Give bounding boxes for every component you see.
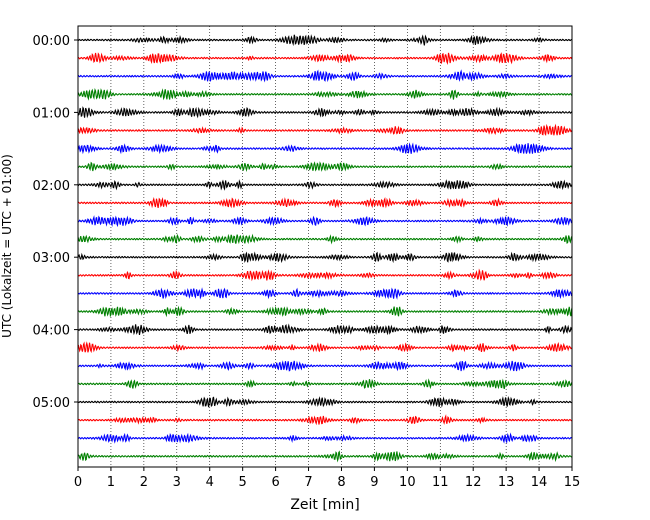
seismic-trace bbox=[77, 268, 573, 282]
x-tick-label: 11 bbox=[432, 475, 449, 490]
seismic-trace bbox=[77, 88, 573, 101]
seismic-trace bbox=[77, 52, 573, 65]
x-axis: 0 1 2 3 4 5 6 7 8 9 10 11 12 13 14 15 bbox=[74, 467, 580, 490]
seismic-trace bbox=[77, 287, 573, 300]
seismic-trace bbox=[77, 196, 573, 209]
y-tick-label: 05:00 bbox=[33, 396, 70, 411]
x-tick-label: 4 bbox=[206, 475, 214, 490]
seismic-trace bbox=[77, 233, 573, 245]
x-tick-label: 15 bbox=[564, 475, 581, 490]
seismic-trace bbox=[77, 378, 573, 390]
seismic-trace bbox=[77, 142, 573, 155]
x-tick-label: 14 bbox=[531, 475, 548, 490]
x-tick-label: 12 bbox=[465, 475, 482, 490]
x-tick-label: 8 bbox=[337, 475, 345, 490]
x-tick-label: 9 bbox=[370, 475, 378, 490]
seismic-trace bbox=[77, 450, 573, 463]
x-tick-label: 10 bbox=[399, 475, 416, 490]
seismic-trace bbox=[77, 251, 573, 264]
seismic-trace bbox=[77, 123, 573, 137]
seismic-trace bbox=[77, 360, 573, 372]
seismic-trace bbox=[77, 215, 573, 228]
seismic-trace bbox=[77, 34, 573, 47]
x-axis-label: Zeit [min] bbox=[290, 497, 359, 513]
plot-frame bbox=[77, 25, 573, 468]
x-tick-label: 7 bbox=[304, 475, 312, 490]
seismic-trace bbox=[77, 396, 573, 408]
seismic-trace bbox=[77, 323, 573, 336]
x-tick-label: 6 bbox=[271, 475, 279, 490]
seismic-trace bbox=[77, 106, 573, 119]
seismic-trace bbox=[77, 69, 573, 83]
seismic-trace bbox=[77, 414, 573, 426]
x-tick-label: 1 bbox=[107, 475, 115, 490]
y-axis: 00:00 01:00 02:00 03:00 04:00 05:00 bbox=[33, 34, 78, 411]
x-tick-label: 5 bbox=[239, 475, 247, 490]
y-tick-label: 00:00 bbox=[33, 34, 70, 49]
seismic-trace bbox=[77, 161, 573, 172]
seismic-trace bbox=[77, 179, 573, 191]
y-tick-label: 04:00 bbox=[33, 324, 70, 339]
x-tick-label: 13 bbox=[498, 475, 515, 490]
x-tick-label: 2 bbox=[140, 475, 148, 490]
y-tick-label: 03:00 bbox=[33, 251, 70, 266]
x-tick-label: 0 bbox=[74, 475, 82, 490]
seismic-trace bbox=[77, 432, 573, 444]
y-tick-label: 01:00 bbox=[33, 106, 70, 121]
x-tick-label: 3 bbox=[173, 475, 181, 490]
y-tick-label: 02:00 bbox=[33, 179, 70, 194]
seismic-trace bbox=[77, 341, 573, 354]
seismic-trace bbox=[77, 305, 573, 318]
y-axis-label: UTC (Lokalzeit = UTC + 01:00) bbox=[0, 154, 14, 338]
traces bbox=[77, 34, 573, 463]
